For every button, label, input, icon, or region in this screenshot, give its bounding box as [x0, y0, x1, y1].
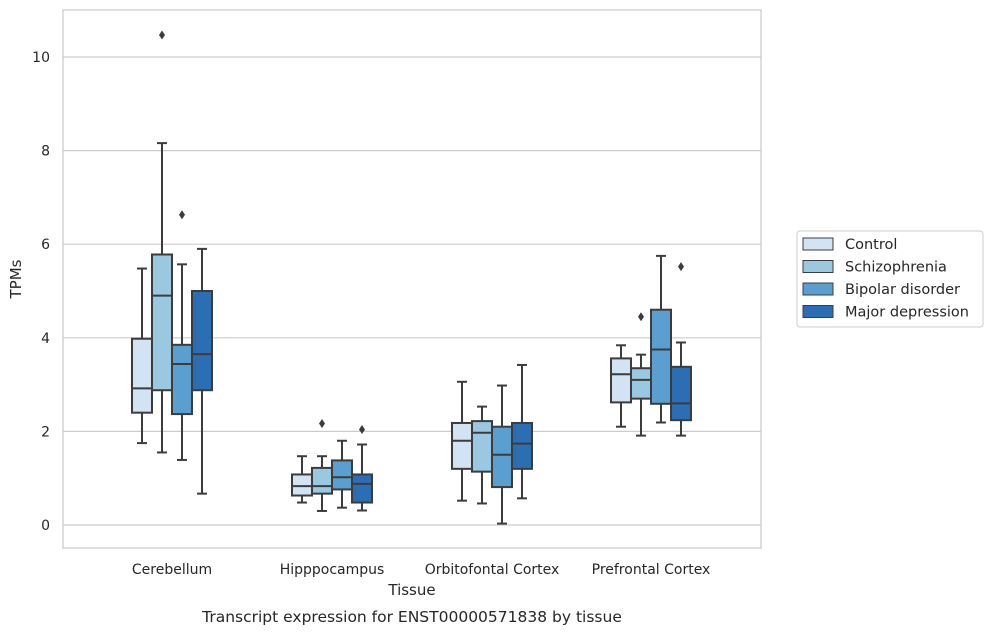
outlier-point — [359, 425, 365, 435]
box-iqr — [451, 421, 473, 470]
box-group — [670, 262, 692, 437]
box-iqr — [630, 367, 652, 400]
box-group — [351, 425, 373, 512]
outlier-point — [179, 210, 185, 220]
legend-swatch — [802, 260, 834, 273]
box-iqr — [331, 459, 353, 491]
legend-label: Control — [845, 237, 897, 253]
box-iqr — [610, 357, 632, 404]
y-tick-label: 2 — [41, 424, 50, 440]
box-iqr — [151, 253, 173, 392]
plot-frame — [62, 9, 762, 549]
outlier-point — [319, 418, 325, 428]
box-iqr — [670, 365, 692, 422]
box-iqr — [491, 425, 513, 489]
legend-label: Bipolar disorder — [845, 282, 960, 298]
chart-title: Transcript expression for ENST0000057183… — [201, 608, 622, 626]
y-tick-label: 10 — [32, 50, 50, 66]
x-tick-label: Prefrontal Cortex — [592, 562, 711, 578]
box-group — [650, 254, 672, 424]
y-tick-label: 8 — [41, 144, 50, 160]
y-tick-label: 0 — [41, 518, 50, 534]
box-group — [471, 405, 493, 505]
x-tick-label: Hipppocampus — [280, 562, 385, 578]
outlier-point — [159, 30, 165, 40]
box-group — [451, 380, 473, 502]
legend-label: Schizophrenia — [845, 260, 947, 276]
box-group — [171, 210, 193, 461]
y-axis-label: TPMs — [7, 259, 25, 299]
grid — [63, 56, 761, 526]
box-iqr — [650, 308, 672, 405]
legend-swatch — [802, 237, 834, 251]
y-tick-labels: 0 2 4 6 8 10 — [32, 50, 50, 534]
box-group — [151, 30, 173, 454]
box-iqr — [191, 290, 213, 392]
box-group — [610, 344, 632, 428]
box-iqr — [131, 337, 153, 414]
box-group — [491, 384, 513, 525]
box-group — [311, 418, 333, 512]
box-iqr — [171, 343, 193, 416]
x-tick-label: Cerebellum — [132, 562, 212, 578]
legend: Control Schizophrenia Bipolar disorder Majo… — [796, 230, 984, 328]
outlier-point — [638, 312, 644, 322]
box-iqr — [471, 420, 493, 473]
box-group — [511, 363, 533, 500]
boxes — [131, 30, 692, 525]
legend-label: Major depression — [845, 305, 969, 321]
x-tick-label: Orbitofontal Cortex — [425, 562, 560, 578]
box-group — [291, 455, 313, 504]
y-tick-label: 4 — [41, 331, 50, 347]
box-group — [191, 247, 213, 495]
x-tick-labels: Cerebellum Hipppocampus Orbitofontal Corte… — [132, 562, 710, 578]
legend-frame — [796, 230, 984, 328]
outlier-point — [678, 262, 684, 272]
x-axis-label: Tissue — [387, 581, 435, 599]
box-group — [331, 439, 353, 509]
box-iqr — [511, 421, 533, 470]
legend-swatch — [802, 305, 834, 318]
box-iqr — [351, 473, 373, 504]
box-group — [630, 312, 652, 437]
legend-swatch — [802, 282, 834, 296]
box-iqr — [291, 473, 313, 497]
box-iqr — [311, 466, 333, 495]
box-group — [131, 267, 153, 445]
y-tick-label: 6 — [41, 237, 50, 253]
